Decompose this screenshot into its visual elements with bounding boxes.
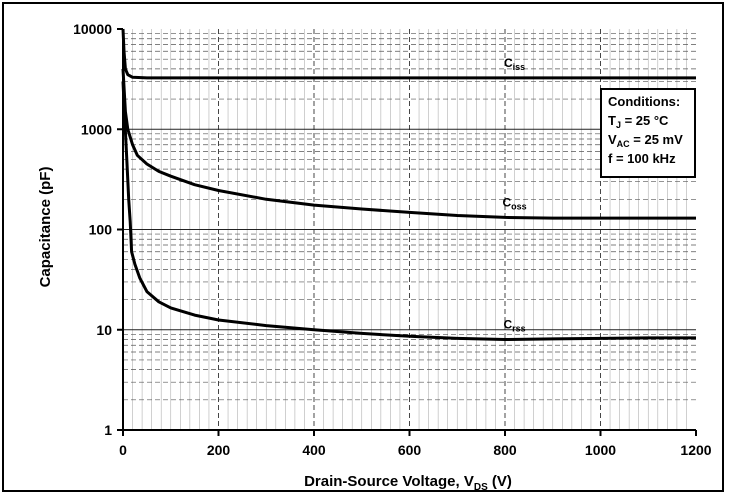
series-label-coss: Coss	[502, 195, 526, 211]
conditions-line: TJ = 25 °C	[608, 113, 669, 130]
conditions-line: Conditions:	[608, 94, 680, 109]
tick-labels: 1 10 100 1000 10000 0 200 400 600 800 1000 1200	[73, 21, 712, 458]
series-label-ciss: Ciss	[504, 56, 525, 72]
x-tick-label: 200	[207, 442, 231, 458]
grid	[123, 29, 696, 430]
x-axis-title: Drain-Source Voltage, VDS (V)	[304, 473, 512, 493]
conditions-line: VAC = 25 mV	[608, 132, 683, 149]
x-tick-label: 800	[493, 442, 517, 458]
series-line-crss	[121, 81, 696, 341]
x-tick-label: 0	[119, 442, 127, 458]
x-tick-label: 400	[302, 442, 326, 458]
y-tick-label: 1000	[81, 121, 112, 137]
series-label-crss: Crss	[503, 317, 525, 333]
x-tick-label: 600	[398, 442, 422, 458]
series-lines	[121, 28, 696, 341]
y-tick-label: 100	[89, 222, 113, 238]
x-tick-label: 1000	[585, 442, 616, 458]
series-line-ciss	[121, 28, 696, 80]
x-tick-label: 1200	[680, 442, 711, 458]
conditions-box: Conditions: TJ = 25 °C VAC = 25 mV f = 100 …	[600, 88, 696, 178]
y-tick-label: 1	[104, 422, 112, 438]
y-axis-title: Capacitance (pF)	[37, 167, 54, 288]
series-labels: Ciss Coss Crss	[502, 56, 526, 334]
y-tick-label: 10000	[73, 21, 112, 37]
conditions-line: f = 100 kHz	[608, 151, 676, 166]
y-tick-label: 10	[96, 322, 112, 338]
series-line-coss	[121, 68, 696, 220]
